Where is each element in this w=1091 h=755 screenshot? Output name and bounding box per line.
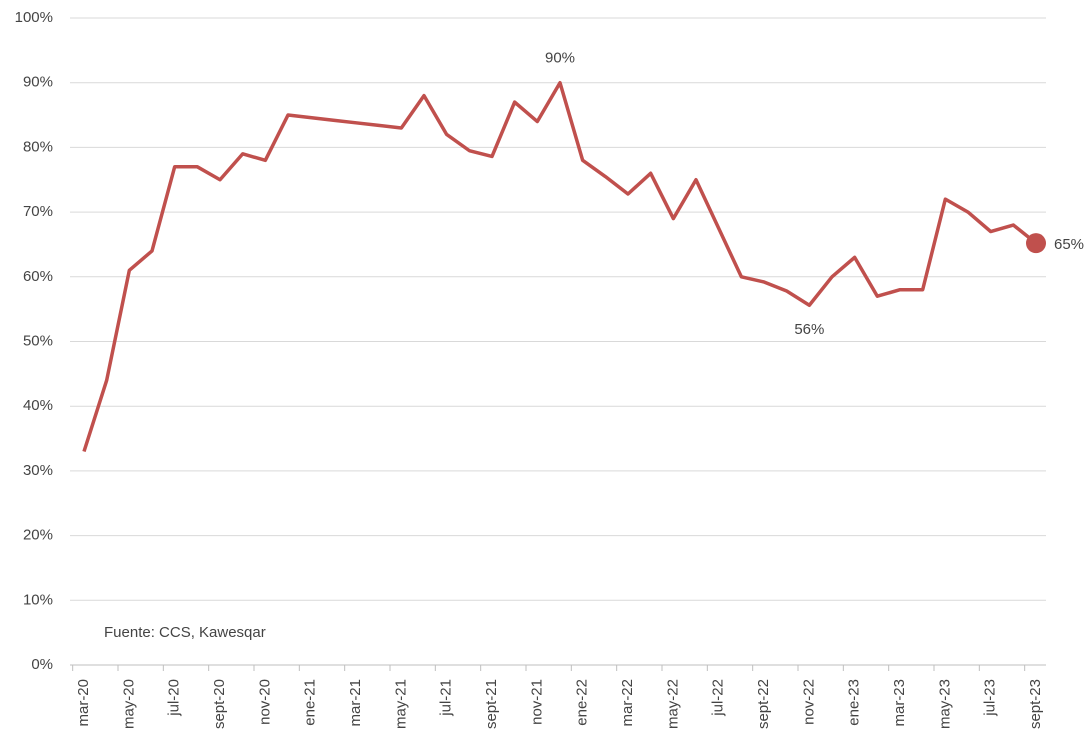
x-tick-label: may-22 (664, 679, 681, 729)
x-tick-label: may-21 (392, 679, 409, 729)
x-tick-label: ene-21 (302, 679, 319, 726)
value-label: 90% (545, 50, 575, 67)
last-point (1026, 233, 1046, 254)
x-tick-label: mar-20 (75, 679, 92, 727)
x-tick-label: sept-21 (483, 679, 500, 729)
x-tick-label: mar-23 (891, 679, 908, 727)
x-tick-label: nov-20 (256, 679, 273, 725)
y-tick-label: 10% (23, 591, 53, 608)
value-label: 56% (794, 321, 824, 338)
y-tick-label: 60% (23, 268, 53, 285)
x-tick-label: sept-22 (755, 679, 772, 729)
y-tick-label: 30% (23, 462, 53, 479)
x-tick-label: sept-23 (1027, 679, 1044, 729)
y-tick-label: 80% (23, 138, 53, 155)
x-tick-label: jul-23 (982, 679, 999, 717)
x-tick-label: mar-21 (347, 679, 364, 727)
x-tick-label: nov-22 (800, 679, 817, 725)
x-tick-label: jul-21 (438, 679, 455, 717)
source-note: Fuente: CCS, Kawesqar (104, 624, 266, 641)
x-tick-label: jul-20 (166, 679, 183, 717)
x-tick-label: nov-21 (528, 679, 545, 725)
value-label: 65% (1054, 236, 1084, 253)
y-tick-label: 50% (23, 332, 53, 349)
x-tick-label: ene-23 (846, 679, 863, 726)
x-tick-label: may-23 (936, 679, 953, 729)
y-tick-label: 20% (23, 527, 53, 544)
y-tick-label: 100% (15, 9, 53, 26)
x-tick-label: ene-22 (574, 679, 591, 726)
y-tick-label: 90% (23, 74, 53, 91)
x-tick-label: may-20 (120, 679, 137, 729)
x-tick-label: mar-22 (619, 679, 636, 727)
data-line (82, 80, 1038, 453)
y-tick-label: 0% (31, 656, 53, 673)
x-tick-label: sept-20 (211, 679, 228, 729)
x-tick-label: jul-22 (710, 679, 727, 717)
y-tick-label: 70% (23, 203, 53, 220)
y-tick-label: 40% (23, 397, 53, 414)
